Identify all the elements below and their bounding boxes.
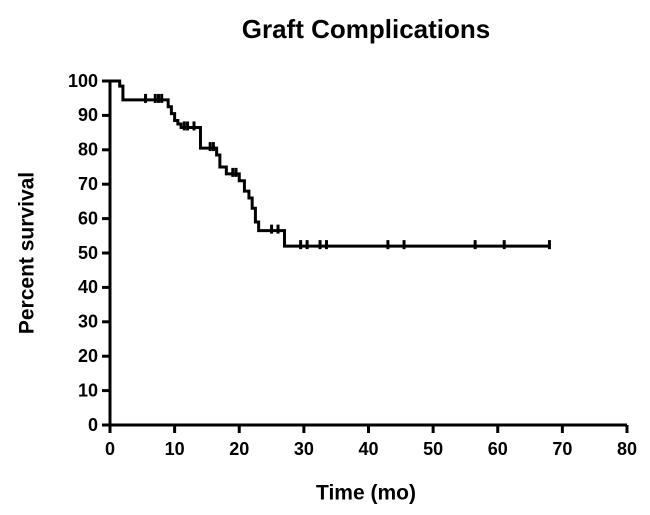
y-tick-label: 70 [78, 174, 98, 194]
y-tick-label: 40 [78, 277, 98, 297]
x-tick-label: 20 [229, 439, 249, 459]
x-tick-label: 50 [423, 439, 443, 459]
x-axis-label: Time (mo) [316, 482, 416, 505]
y-tick-label: 90 [78, 105, 98, 125]
y-tick-label: 10 [78, 380, 98, 400]
y-tick-label: 60 [78, 208, 98, 228]
y-tick-label: 20 [78, 346, 98, 366]
survival-curve [110, 79, 550, 248]
chart-title: Graft Complications [242, 14, 490, 44]
y-tick-label: 50 [78, 243, 98, 263]
x-tick-label: 10 [165, 439, 185, 459]
y-tick-label: 30 [78, 312, 98, 332]
y-tick-label: 0 [88, 415, 98, 435]
x-tick-label: 70 [552, 439, 572, 459]
y-tick-label: 100 [68, 71, 98, 91]
x-tick-label: 40 [358, 439, 378, 459]
x-tick-label: 30 [294, 439, 314, 459]
y-axis-label: Percent survival [16, 172, 39, 334]
y-tick-label: 80 [78, 140, 98, 160]
x-tick-label: 0 [105, 439, 115, 459]
x-tick-label: 60 [488, 439, 508, 459]
x-tick-label: 80 [617, 439, 637, 459]
